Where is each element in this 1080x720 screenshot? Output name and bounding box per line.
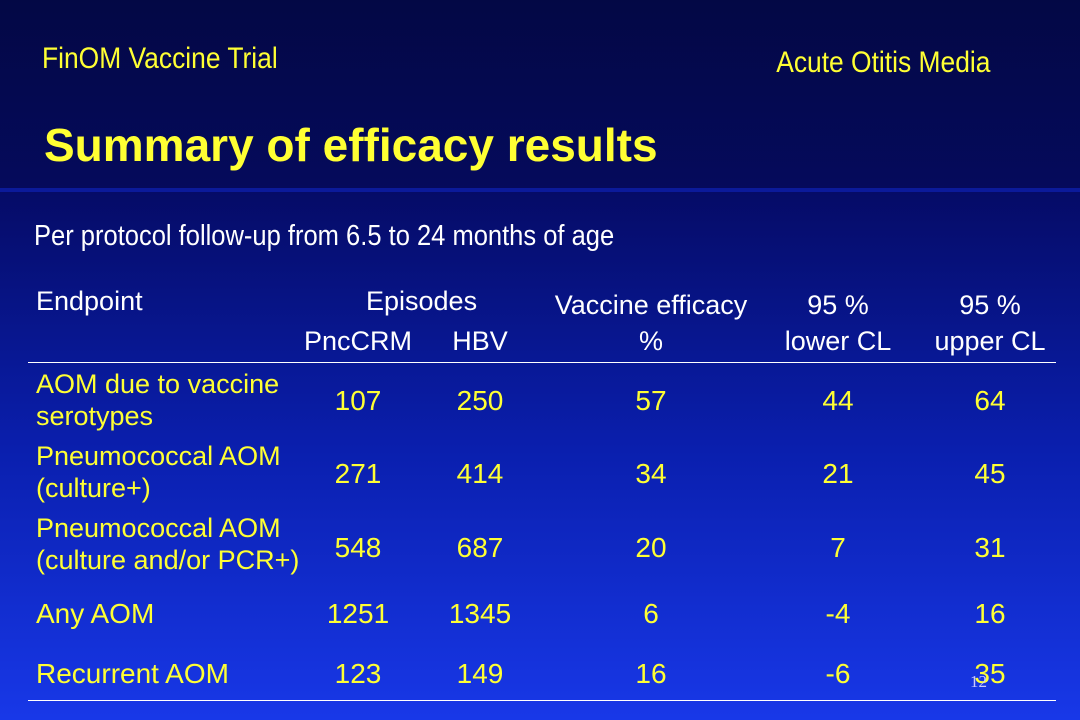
trial-name: FinOM Vaccine Trial bbox=[42, 42, 278, 75]
row-2-lower-cl: 21 bbox=[822, 458, 854, 489]
header-lower-line1: 95 % bbox=[807, 290, 869, 320]
row-2-upper-cl: 45 bbox=[974, 458, 1006, 489]
row-2-pnccrm: 271 bbox=[334, 458, 382, 489]
row-5-efficacy: 16 bbox=[635, 658, 667, 689]
row-5-upper-cl: 35 bbox=[974, 658, 1006, 689]
header-efficacy-line2: % bbox=[638, 326, 664, 356]
header-endpoint: Endpoint bbox=[36, 286, 143, 316]
row-1-upper-cl: 64 bbox=[974, 385, 1006, 416]
row-2-hbv: 414 bbox=[456, 458, 504, 489]
row-4-upper-cl: 16 bbox=[974, 598, 1006, 629]
row-3-efficacy: 20 bbox=[635, 532, 667, 563]
row-4-pnccrm: 1251 bbox=[326, 598, 390, 629]
row-4-lower-cl: -4 bbox=[825, 598, 851, 629]
row-4-efficacy: 6 bbox=[643, 598, 659, 629]
row-1-endpoint: AOM due to vaccine serotypes bbox=[36, 369, 280, 431]
row-2-endpoint: Pneumococcal AOM (culture+) bbox=[36, 441, 281, 503]
header-hbv: HBV bbox=[452, 326, 508, 356]
page-number: 12 bbox=[970, 672, 987, 691]
row-5-endpoint: Recurrent AOM bbox=[36, 658, 229, 689]
row-1-pnccrm: 107 bbox=[334, 385, 382, 416]
row-3-lower-cl: 7 bbox=[830, 532, 846, 563]
header-upper-line2: upper CL bbox=[934, 326, 1046, 356]
row-4-hbv: 1345 bbox=[448, 598, 512, 629]
row-4-endpoint: Any AOM bbox=[36, 598, 155, 629]
header-episodes: Episodes bbox=[366, 286, 478, 316]
slide-subtitle: Per protocol follow-up from 6.5 to 24 mo… bbox=[34, 220, 615, 252]
row-3-hbv: 687 bbox=[456, 532, 504, 563]
header-rule bbox=[28, 362, 1056, 363]
row-5-hbv: 149 bbox=[456, 658, 504, 689]
row-3-pnccrm: 548 bbox=[334, 532, 382, 563]
row-1-efficacy: 57 bbox=[635, 385, 667, 416]
row-1-lower-cl: 44 bbox=[822, 385, 854, 416]
row-3-upper-cl: 31 bbox=[974, 532, 1006, 563]
row-1-hbv: 250 bbox=[456, 385, 504, 416]
header-band bbox=[0, 0, 1080, 190]
header-pnccrm: PncCRM bbox=[303, 326, 413, 356]
header-lower-line2: lower CL bbox=[784, 326, 892, 356]
slide-title: Summary of efficacy results bbox=[44, 119, 658, 171]
header-upper-line1: 95 % bbox=[959, 290, 1021, 320]
row-5-lower-cl: -6 bbox=[825, 658, 851, 689]
row-5-pnccrm: 123 bbox=[334, 658, 382, 689]
row-2-efficacy: 34 bbox=[635, 458, 667, 489]
header-efficacy-line1: Vaccine efficacy bbox=[554, 290, 748, 320]
header-divider bbox=[0, 188, 1080, 192]
row-3-endpoint: Pneumococcal AOM (culture and/or PCR+) bbox=[36, 513, 300, 575]
table-bottom-rule bbox=[28, 700, 1056, 701]
topic-label: Acute Otitis Media bbox=[775, 46, 990, 79]
